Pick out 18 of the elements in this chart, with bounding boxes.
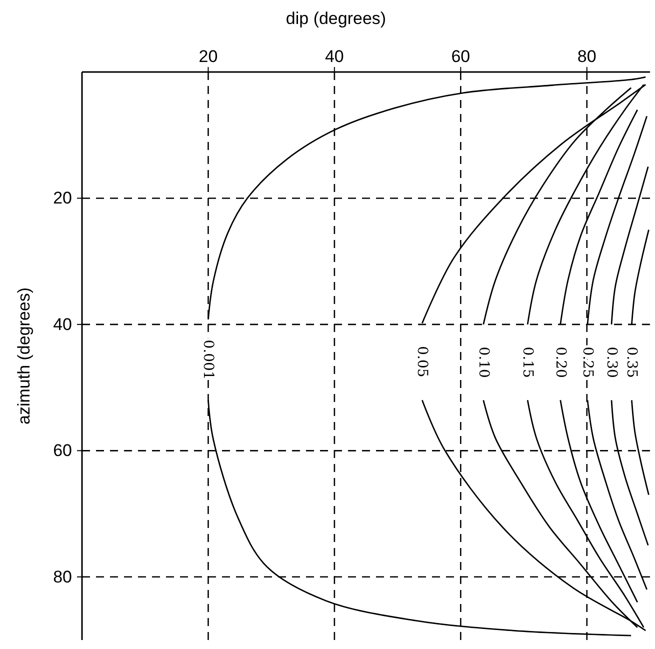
- text: 0.05: [414, 346, 430, 378]
- text: 0.20: [552, 346, 568, 378]
- text: 0.30: [604, 346, 620, 378]
- y-tick-label: 40: [53, 314, 72, 334]
- y-tick-label: 20: [53, 188, 72, 208]
- text: 0.10: [475, 346, 492, 378]
- text: 0.25: [580, 346, 596, 378]
- x-tick-label: 60: [451, 47, 470, 66]
- y-tick-label: 60: [53, 441, 72, 460]
- y-axis-title: azimuth (degrees): [14, 287, 34, 425]
- x-tick-label: 20: [198, 47, 218, 66]
- x-tick-label: 40: [324, 47, 344, 66]
- y-tick-label: 80: [53, 567, 72, 586]
- x-axis-title: dip (degrees): [286, 9, 386, 28]
- text: 0.35: [624, 346, 640, 378]
- text: 0.15: [520, 346, 536, 378]
- x-tick-label: 80: [577, 47, 596, 66]
- text: 0.001: [200, 340, 216, 380]
